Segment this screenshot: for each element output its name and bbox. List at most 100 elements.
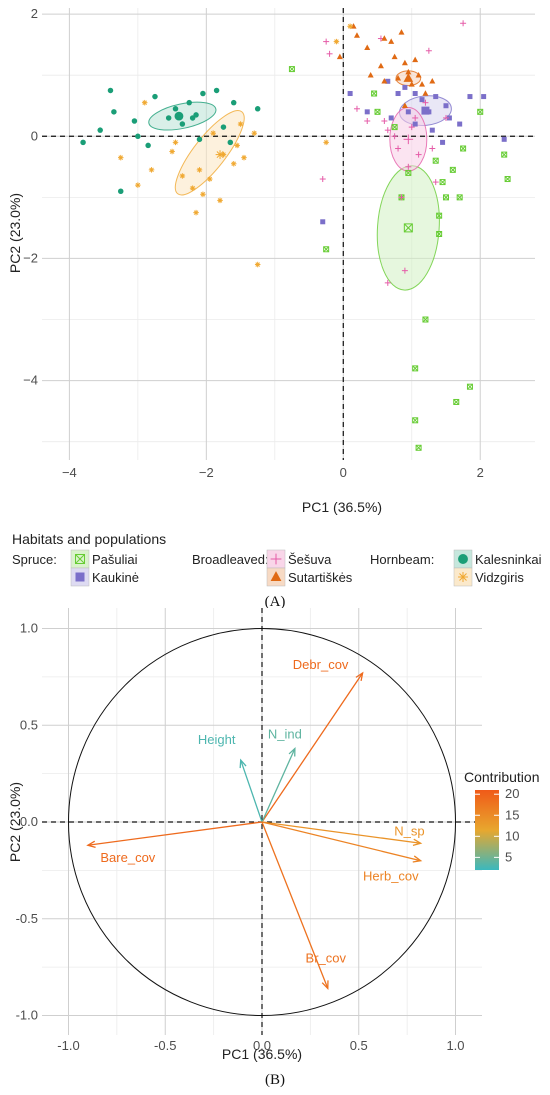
point-vidzgiris [254, 261, 261, 268]
legend-marker-sutartiskes [270, 571, 282, 582]
x-tick-label: 0.0 [253, 1038, 271, 1053]
point-sesuva [384, 127, 391, 134]
point-kalesninkai [227, 139, 234, 146]
point-sutartiskes [415, 71, 422, 78]
point-vidzgiris [141, 99, 148, 106]
point-sutartiskes [408, 81, 415, 87]
x-tick-label: −2 [199, 465, 214, 480]
point-vidzgiris [189, 185, 196, 191]
vector-label-n-ind: N_ind [268, 726, 302, 741]
point-kaukine [412, 121, 418, 127]
legend-label-kaukine: Kaukinė [92, 570, 139, 585]
vector-label-n-sp: N_sp [394, 823, 424, 838]
point-sesuva [319, 176, 326, 183]
point-pasuliai [436, 212, 443, 219]
colorbar-tick-label: 5 [505, 849, 512, 864]
point-vidzgiris [323, 139, 329, 146]
legend-label-vidzgiris: Vidzgiris [475, 570, 524, 585]
correlation-circle [68, 628, 456, 1016]
legend-label-sesuva: Šešuva [288, 552, 332, 567]
point-pasuliai [436, 231, 443, 237]
point-pasuliai [371, 90, 378, 97]
point-vidzgiris [333, 38, 340, 45]
legend-marker-vidzgiris [458, 572, 468, 582]
y-tick-label: 0.0 [20, 814, 38, 829]
point-vidzgiris [210, 130, 216, 136]
point-pasuliai [405, 169, 412, 176]
point-pasuliai [449, 166, 456, 173]
legend-group-hornbeam: Hornbeam: [370, 552, 434, 567]
point-pasuliai [477, 108, 484, 115]
point-sutartiskes [401, 59, 408, 66]
point-kaukine [405, 109, 411, 115]
point-kaukine [419, 97, 425, 103]
point-kalesninkai [165, 115, 172, 121]
point-sesuva [422, 99, 429, 106]
point-pasuliai [466, 383, 473, 390]
point-kaukine [446, 115, 452, 121]
x-tick-label: 1.0 [446, 1038, 464, 1053]
point-pasuliai [456, 194, 463, 201]
point-vidzgiris [237, 121, 244, 127]
point-sesuva [364, 118, 371, 124]
legend-label-pasuliai: Pašuliai [92, 552, 138, 567]
point-sutartiskes [388, 38, 395, 44]
point-sesuva [391, 133, 398, 140]
point-kalesninkai [145, 142, 151, 149]
legend-label-kalesninkai: Kalesninkai [475, 552, 542, 567]
point-sesuva [412, 114, 419, 121]
point-kaukine [320, 219, 326, 225]
point-sutartiskes [367, 71, 374, 78]
point-sutartiskes [412, 56, 419, 63]
vector-herb-cov: Herb_cov [261, 821, 423, 884]
point-pasuliai [504, 176, 511, 183]
point-vidzgiris [179, 173, 186, 179]
point-kaukine [385, 78, 391, 84]
point-vidzgiris [148, 167, 155, 173]
point-vidzgiris [234, 142, 240, 149]
y-tick-label: 1.0 [20, 621, 38, 636]
point-sesuva [460, 20, 467, 27]
point-sesuva [432, 179, 439, 186]
point-sesuva [405, 163, 412, 170]
point-kaukine [388, 115, 394, 121]
point-kalesninkai [196, 136, 203, 143]
point-pasuliai [374, 108, 381, 115]
point-kaukine [481, 94, 487, 100]
loadings-y-axis-label: PC2 (23.0%) [7, 782, 23, 862]
point-sutartiskes [377, 62, 384, 69]
centroid-sutartiskes [403, 73, 414, 82]
point-kalesninkai [131, 118, 138, 124]
point-kalesninkai [152, 93, 158, 100]
point-kaukine [412, 91, 418, 97]
point-pasuliai [439, 179, 446, 186]
scores-plot: −4 −2 0 2 2 0 −2 −4 PC1 (36.5%) PC2 (23.0%) [7, 6, 535, 515]
point-vidzgiris [196, 167, 203, 173]
y-tick-label: -0.5 [16, 911, 38, 926]
vector-label-bare-cov: Bare_cov [100, 850, 155, 865]
point-kalesninkai [111, 109, 117, 115]
legend-title: Habitats and populations [12, 531, 166, 547]
loadings-x-axis-label: PC1 (36.5%) [222, 1046, 302, 1062]
point-sesuva [398, 194, 405, 201]
point-sesuva [415, 151, 422, 158]
vector-n-ind: N_ind [261, 726, 302, 823]
loadings-plot: Debr_cov N_ind Height Bare_cov N_sp Herb_cov B… [7, 608, 482, 1062]
point-kalesninkai [97, 127, 103, 133]
vector-n-sp: N_sp [261, 821, 425, 847]
point-pasuliai [412, 417, 419, 424]
scores-tick-labels: −4 −2 0 2 2 0 −2 −4 [23, 6, 484, 480]
vector-debr-cov: Debr_cov [261, 657, 364, 823]
x-tick-label: -0.5 [154, 1038, 176, 1053]
legend-group-spruce: Spruce: [12, 552, 57, 567]
point-vidzgiris [117, 154, 124, 161]
variable-vectors: Debr_cov N_ind Height Bare_cov N_sp Herb_cov B… [86, 657, 425, 990]
contribution-legend: Contribution 20 15 10 5 [464, 769, 540, 870]
x-tick-label: 2 [477, 465, 484, 480]
y-tick-label: −2 [23, 250, 38, 265]
point-sutartiskes [429, 78, 436, 84]
point-kaukine [429, 127, 435, 133]
point-kalesninkai [213, 87, 220, 94]
point-vidzgiris [193, 209, 199, 216]
x-tick-label: 0 [340, 465, 347, 480]
